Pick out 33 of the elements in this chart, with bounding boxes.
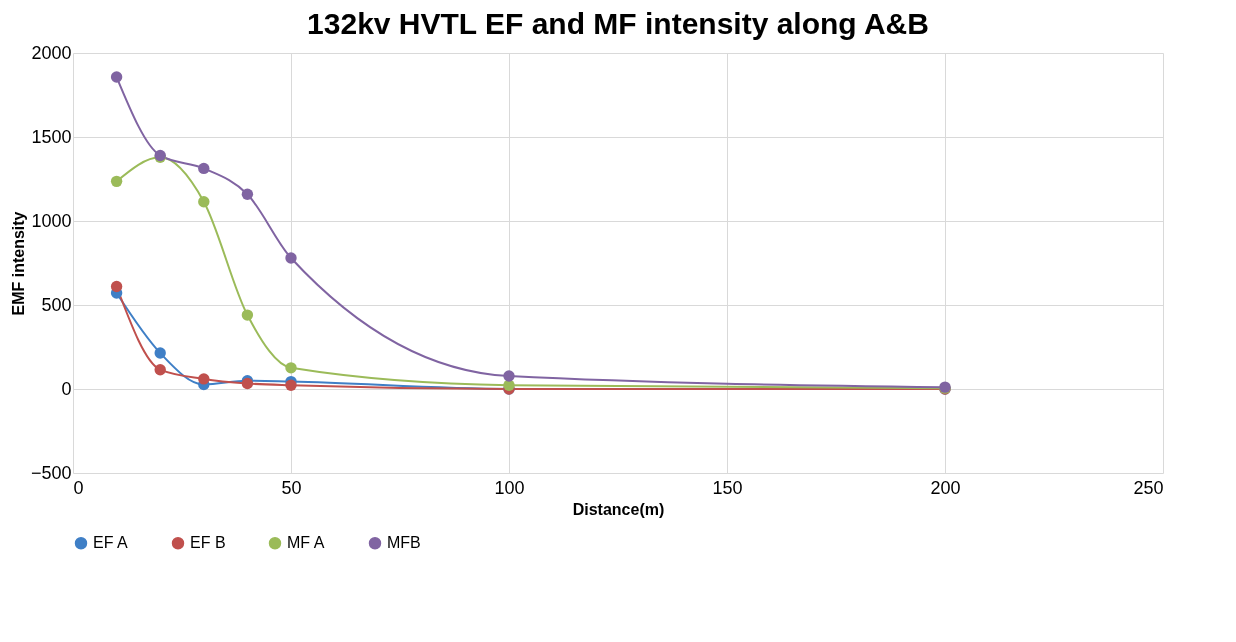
point: [503, 370, 515, 382]
point: [110, 71, 123, 83]
point: [154, 363, 166, 376]
y-tick-label: 1500: [31, 126, 72, 147]
point: [198, 195, 210, 208]
point: [285, 252, 297, 264]
legend-label: MF A: [287, 534, 325, 552]
point: [241, 309, 254, 321]
x-tick-label: 250: [1133, 477, 1164, 498]
y-tick-label: 0: [61, 378, 72, 399]
point: [241, 188, 254, 200]
y-axis-title: EMF intensity: [9, 211, 27, 316]
x-tick-label: 50: [281, 477, 302, 498]
point: [198, 162, 210, 175]
point: [110, 175, 123, 188]
y-tick-label: −500: [30, 462, 72, 483]
chart-title: 132kv HVTL EF and MF intensity along A&B: [307, 7, 929, 40]
y-tick-label: 500: [41, 294, 72, 315]
legend-label: EF B: [190, 534, 226, 552]
x-tick-label: 200: [930, 477, 961, 498]
point: [198, 373, 210, 385]
point: [503, 379, 515, 391]
legend-label: MFB: [387, 534, 421, 552]
legend-label: EF A: [93, 534, 129, 552]
point: [285, 379, 297, 391]
point: [110, 280, 123, 293]
point: [285, 362, 297, 374]
y-tick-label: 2000: [31, 42, 72, 63]
x-axis-title: Distance(m): [572, 500, 665, 518]
y-tick-label: 1000: [31, 210, 72, 231]
x-tick-label: 100: [494, 477, 525, 498]
point: [154, 347, 166, 359]
x-tick-label: 150: [712, 477, 743, 498]
